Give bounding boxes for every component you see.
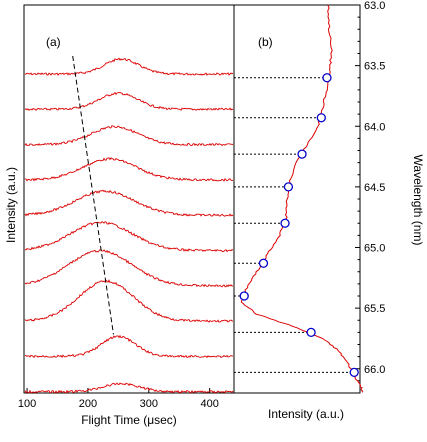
spectrum-trace bbox=[24, 382, 234, 394]
spectrum-trace bbox=[24, 249, 234, 288]
spectrum-trace bbox=[24, 279, 233, 323]
panel-b-y-tick-label: 64.5 bbox=[364, 182, 385, 194]
emission-spectrum-line bbox=[240, 4, 364, 393]
spectrum-trace bbox=[24, 334, 233, 359]
spectrum-trace bbox=[24, 221, 234, 253]
spectrum-trace bbox=[24, 57, 234, 76]
panel-a-x-tick-label: 100 bbox=[18, 398, 36, 410]
panel-b-label: (b) bbox=[258, 35, 273, 49]
marker-circle bbox=[322, 73, 332, 83]
marker-circle bbox=[280, 218, 290, 228]
marker-circle bbox=[283, 182, 294, 192]
marker-circle bbox=[239, 291, 249, 301]
panel-b-y-tick-label: 65.5 bbox=[364, 303, 385, 315]
spectrum-trace bbox=[24, 157, 234, 182]
marker-circle bbox=[258, 258, 269, 268]
panel-b-y-axis-label: Wavelength (nm) bbox=[411, 155, 425, 246]
spectrum-trace bbox=[24, 124, 234, 147]
panel-b-x-axis-label: Intensity (a.u.) bbox=[268, 407, 344, 421]
spectrum-trace bbox=[24, 189, 234, 217]
panel-a-x-axis-label: Flight Time (μsec) bbox=[81, 413, 177, 427]
marker-circle bbox=[297, 149, 307, 159]
peak-trend-dashed-line bbox=[72, 55, 114, 335]
panel-a-x-tick-label: 300 bbox=[140, 398, 158, 410]
marker-circle bbox=[306, 327, 316, 338]
panel-b: 63.0 63.5 64.0 64.5 65.0 65.5 66.0 bbox=[234, 0, 385, 394]
marker-circle bbox=[349, 367, 359, 378]
panel-a-y-axis-label: Intensity (a.u.) bbox=[4, 167, 18, 243]
panel-b-y-tick-label: 66.0 bbox=[364, 364, 385, 376]
marker-circle bbox=[316, 113, 326, 123]
panel-a-label: (a) bbox=[46, 35, 61, 49]
panel-a: 100 200 300 400 bbox=[18, 55, 234, 410]
panel-b-y-tick-label: 64.0 bbox=[364, 121, 385, 133]
panel-a-x-tick-label: 400 bbox=[200, 398, 218, 410]
panel-b-frame bbox=[233, 4, 361, 394]
panel-b-y-tick-label: 65.0 bbox=[364, 243, 385, 255]
spectrum-trace bbox=[24, 91, 234, 111]
panel-b-y-tick-label: 63.5 bbox=[364, 61, 385, 73]
panel-a-x-tick-label: 200 bbox=[79, 398, 97, 410]
panel-b-y-tick-label: 63.0 bbox=[364, 0, 385, 12]
